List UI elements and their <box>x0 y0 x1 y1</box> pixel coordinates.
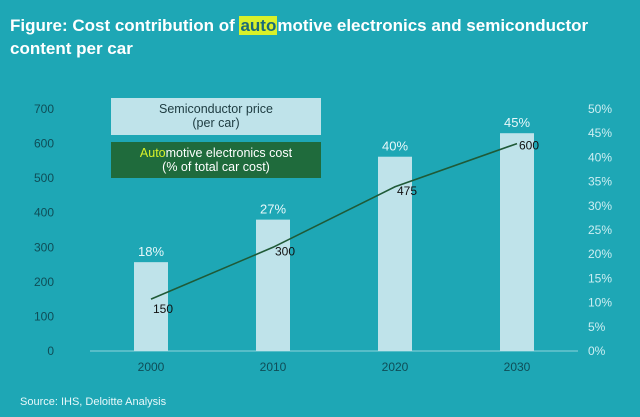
y-left-tick-label: 700 <box>34 102 54 116</box>
chart-title: Figure: Cost contribution of automotive … <box>10 14 630 60</box>
x-tick-label: 2010 <box>260 360 287 374</box>
bar-data-label: 18% <box>138 244 164 259</box>
y-right-tick-label: 20% <box>588 247 612 261</box>
x-tick-label: 2020 <box>382 360 409 374</box>
y-left-tick-label: 300 <box>34 240 54 254</box>
bar-data-label: 27% <box>260 202 286 217</box>
y-left-tick-label: 400 <box>34 206 54 220</box>
line-data-label: 150 <box>153 302 173 316</box>
y-right-tick-label: 35% <box>588 175 612 189</box>
x-tick-label: 2000 <box>138 360 165 374</box>
line-data-label: 300 <box>275 244 295 258</box>
legend-line-label-highlight: Auto <box>140 146 166 160</box>
legend-line-label-rest: motive electronics cost <box>166 146 293 160</box>
title-suffix: motive electronics and semiconductor con… <box>10 16 589 58</box>
y-right-tick-label: 0% <box>588 344 606 358</box>
legend-line-label: Automotive electronics cost <box>140 146 293 160</box>
line-series <box>150 142 518 300</box>
y-left-tick-label: 0 <box>47 344 54 358</box>
bar <box>378 156 412 351</box>
title-prefix: Figure: Cost contribution of <box>10 16 240 35</box>
line-data-label: 600 <box>519 139 539 153</box>
bar-data-label: 40% <box>382 139 408 154</box>
y-left-tick-label: 600 <box>34 137 54 151</box>
bar <box>500 133 534 351</box>
source-note: Source: IHS, Deloitte Analysis <box>20 396 167 408</box>
y-right-tick-label: 15% <box>588 271 612 285</box>
bar <box>134 262 168 351</box>
legend-line-label-line2: (% of total car cost) <box>162 160 270 174</box>
y-right-tick-label: 25% <box>588 223 612 237</box>
y-left-tick-label: 100 <box>34 309 54 323</box>
y-right-tick-label: 30% <box>588 199 612 213</box>
y-left-tick-label: 500 <box>34 171 54 185</box>
legend-line-swatch <box>111 142 321 178</box>
title-highlight: auto <box>239 16 278 35</box>
bar <box>256 219 290 351</box>
y-right-tick-label: 50% <box>588 102 612 116</box>
x-tick-label: 2030 <box>504 360 531 374</box>
legend-bar-swatch <box>111 98 321 135</box>
legend-bar-label: (per car) <box>192 116 239 130</box>
bar-data-label: 45% <box>504 115 530 130</box>
y-left-tick-label: 200 <box>34 275 54 289</box>
y-right-tick-label: 5% <box>588 320 606 334</box>
y-right-tick-label: 40% <box>588 150 612 164</box>
y-right-tick-label: 10% <box>588 296 612 310</box>
y-right-tick-label: 45% <box>588 126 612 140</box>
line-data-label: 475 <box>397 184 417 198</box>
legend-bar-label: Semiconductor price <box>159 102 273 116</box>
